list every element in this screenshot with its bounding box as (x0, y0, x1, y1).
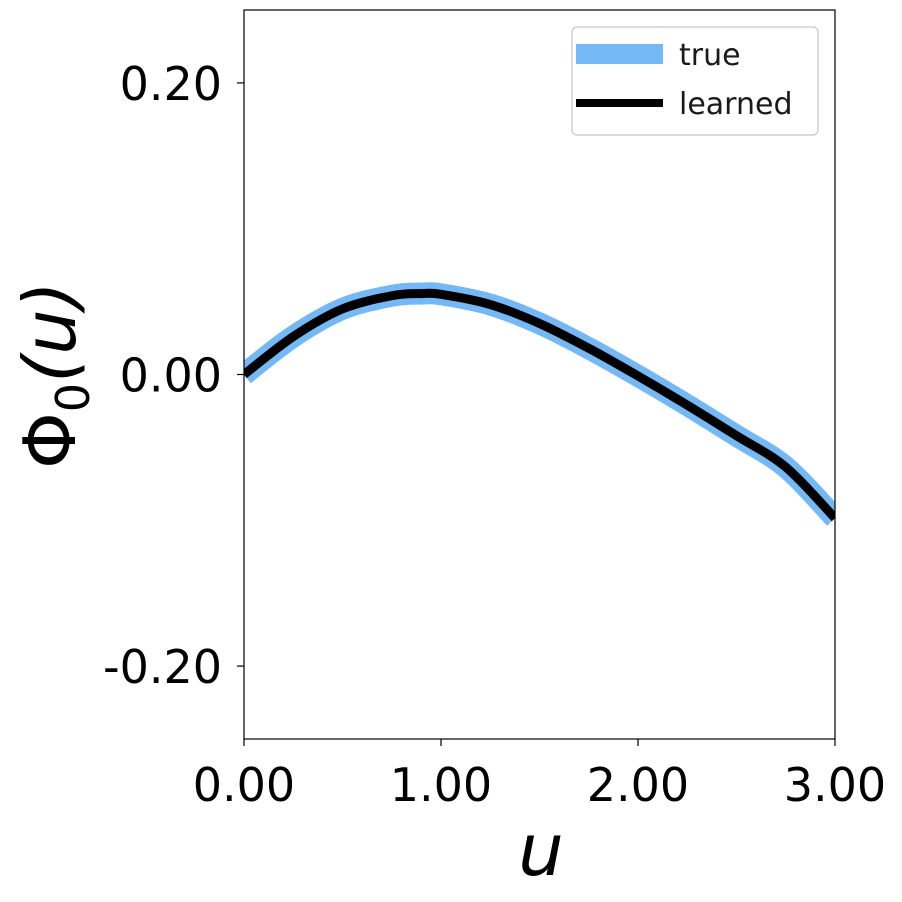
y-tick-label: 0.20 (120, 57, 222, 111)
y-axis-label-symbol: Φ (8, 412, 92, 469)
x-tick-label: 1.00 (390, 758, 492, 812)
legend-label-learned: learned (679, 87, 793, 122)
y-axis-label-argument: (u) (8, 281, 92, 383)
x-axis-ticks: 0.00 1.00 2.00 3.00 (193, 739, 886, 812)
x-tick-label: 3.00 (784, 758, 886, 812)
y-tick-label: -0.20 (103, 640, 222, 694)
series-layer (244, 282, 835, 526)
y-axis-label: Φ0(u) (8, 281, 100, 469)
y-axis-label-subscript: 0 (46, 383, 100, 412)
y-axis-ticks: -0.20 0.00 0.20 (103, 57, 244, 694)
legend: true learned (571, 26, 819, 136)
legend-label-true: true (679, 38, 741, 73)
x-tick-label: 2.00 (587, 758, 689, 812)
x-tick-label: 0.00 (193, 758, 295, 812)
y-tick-label: 0.00 (120, 349, 222, 403)
series-line-learned (244, 288, 835, 522)
x-axis-label: u (518, 808, 564, 892)
